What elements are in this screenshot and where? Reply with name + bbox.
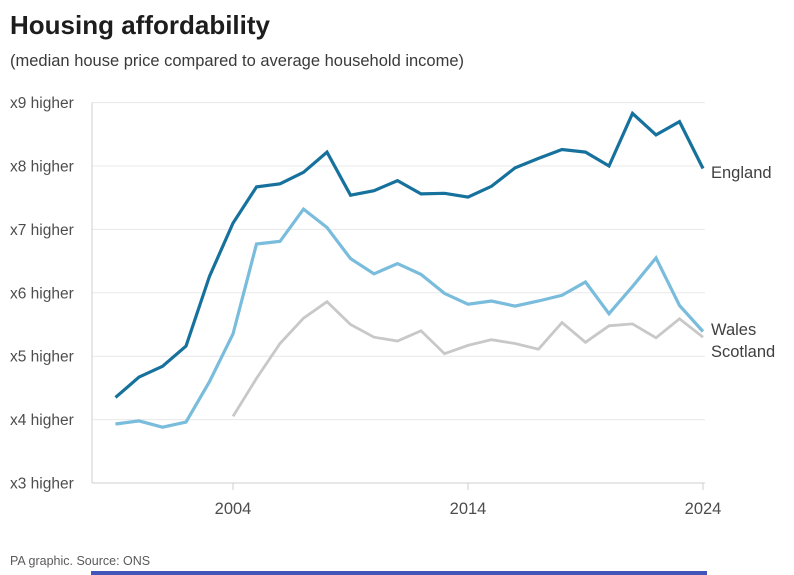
- series-label-wales: Wales: [711, 321, 756, 339]
- page-title: Housing affordability: [10, 10, 270, 40]
- source-credit: PA graphic. Source: ONS: [10, 554, 151, 568]
- series-label-scotland: Scotland: [711, 343, 775, 361]
- series-line-scotland: [231, 299, 704, 418]
- x-tick-label: 2024: [685, 500, 722, 518]
- series-label-england: England: [711, 164, 772, 182]
- y-tick-label: x8 higher: [10, 159, 74, 176]
- series-line-england: [114, 110, 705, 399]
- y-tick-label: x6 higher: [10, 285, 74, 302]
- y-tick-label: x4 higher: [10, 412, 74, 429]
- y-tick-label: x7 higher: [10, 222, 74, 239]
- y-tick-label: x5 higher: [10, 349, 74, 366]
- bottom-accent-bar: [91, 571, 707, 575]
- y-tick-label: x3 higher: [10, 476, 74, 493]
- x-tick-label: 2014: [450, 500, 487, 518]
- series-line-wales: [115, 206, 705, 429]
- y-tick-label: x9 higher: [10, 95, 74, 112]
- x-tick-label: 2004: [215, 500, 252, 518]
- page-subtitle: (median house price compared to average …: [10, 52, 465, 70]
